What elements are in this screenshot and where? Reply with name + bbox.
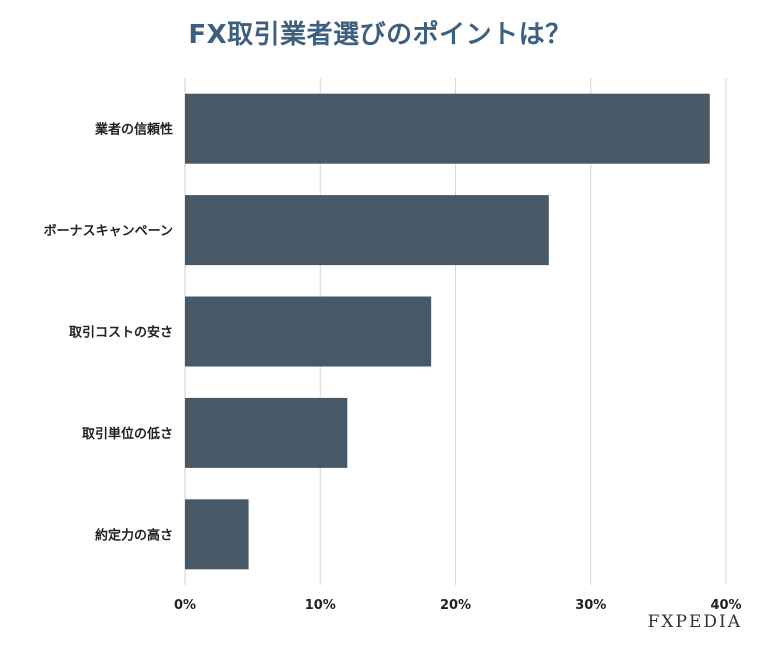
category-label: 取引単位の低さ: [82, 426, 173, 442]
x-tick-label: 40%: [710, 598, 741, 613]
x-tick-label: 20%: [440, 598, 471, 613]
chart-title: FX取引業者選びのポイントは？: [188, 20, 572, 50]
bar-2: [185, 195, 549, 266]
bar-5: [185, 499, 249, 570]
bar-1: [185, 93, 710, 164]
category-label: 業者の信頼性: [94, 122, 173, 138]
bar-4: [185, 397, 348, 468]
bar-3: [185, 296, 432, 367]
bars: [185, 93, 710, 570]
category-label: ボーナスキャンペーン: [44, 223, 173, 239]
x-tick-label: 0%: [174, 598, 196, 613]
category-label: 約定力の高さ: [95, 527, 173, 543]
brand-logo: FXPEDIA: [647, 612, 742, 632]
category-label: 取引コストの安さ: [69, 325, 173, 341]
x-tick-label: 10%: [305, 598, 336, 613]
x-tick-labels: 0% 10% 20% 30% 40%: [174, 598, 742, 613]
x-tick-label: 30%: [575, 598, 606, 613]
